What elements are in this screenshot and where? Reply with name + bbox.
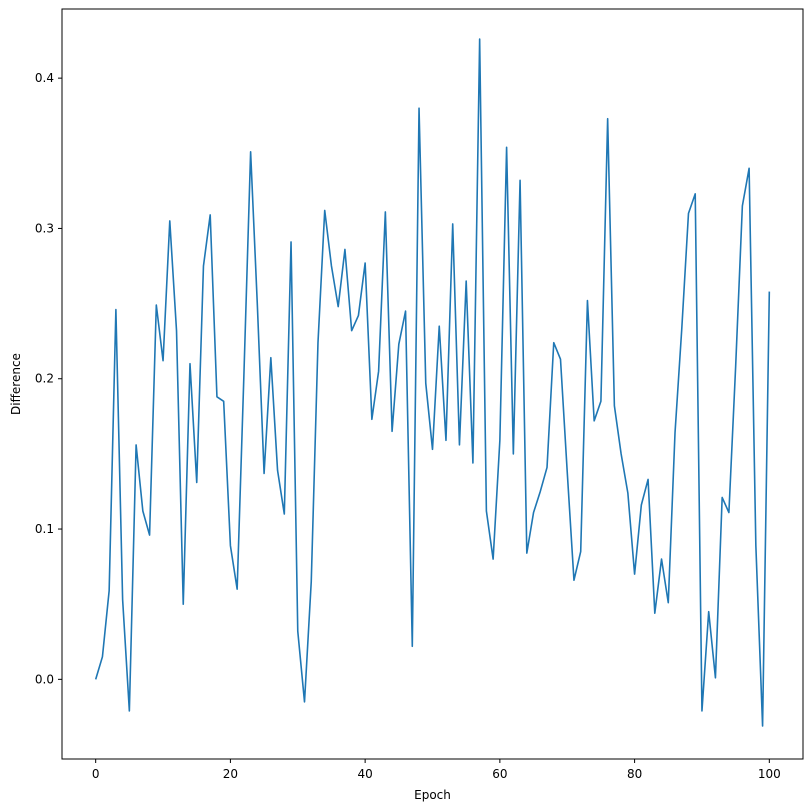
y-axis-label: Difference [9,353,23,415]
x-axis-label: Epoch [414,788,451,802]
y-axis: 0.0 0.1 0.2 0.3 0.4 [35,71,62,686]
y-tick-label: 0.2 [35,372,54,386]
y-tick-label: 0.1 [35,522,54,536]
x-axis: 0 20 40 60 80 100 [92,759,781,781]
y-tick-label: 0.0 [35,672,54,686]
x-tick-label: 80 [627,767,642,781]
x-tick-label: 100 [758,767,781,781]
axes-frame [61,8,804,760]
x-tick-label: 20 [223,767,238,781]
x-tick-label: 0 [92,767,100,781]
x-tick-label: 40 [357,767,372,781]
x-tick-label: 60 [492,767,507,781]
y-tick-label: 0.3 [35,221,54,235]
plot-area [94,38,771,727]
y-tick-label: 0.4 [35,71,54,85]
series-line-0 [94,38,771,727]
